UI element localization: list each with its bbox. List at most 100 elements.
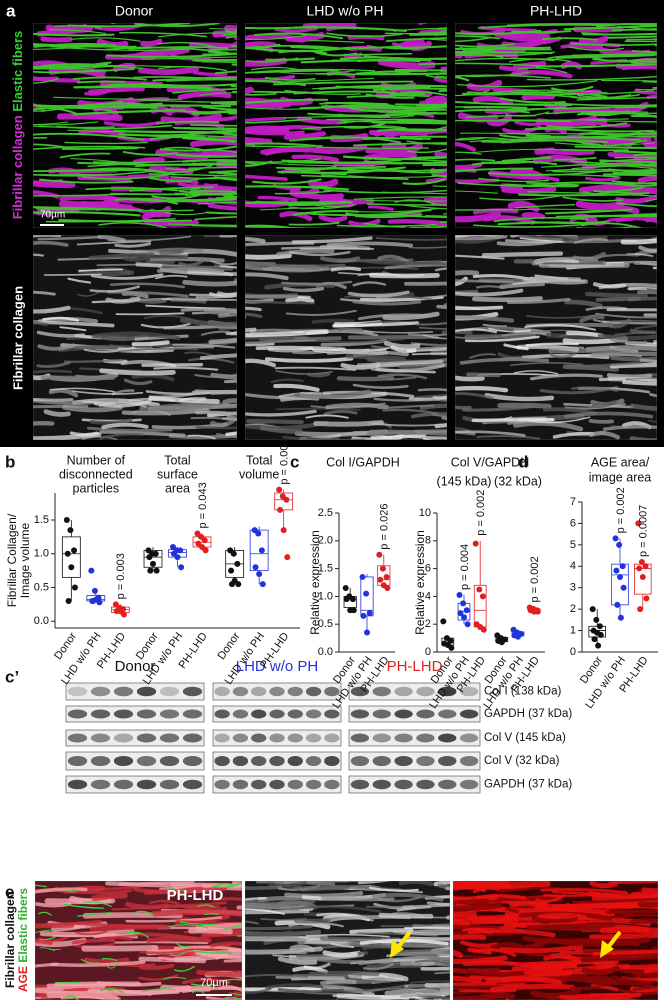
streak [356, 932, 439, 937]
streak [158, 248, 185, 255]
label-part: Elastic fibers [16, 888, 30, 963]
streak [570, 42, 657, 46]
streak [210, 941, 242, 948]
point [440, 618, 447, 625]
streak [418, 31, 447, 34]
streak [422, 164, 447, 166]
streak [151, 909, 242, 917]
streak [209, 27, 237, 30]
streak [40, 36, 73, 43]
row-label: Fibrillar collagen [10, 286, 25, 390]
streak [93, 399, 152, 408]
streak [504, 93, 578, 98]
blot-band [305, 709, 322, 719]
streak [282, 436, 366, 440]
streak [174, 192, 237, 196]
streak [33, 32, 115, 37]
streak [510, 361, 584, 367]
streak [466, 79, 503, 92]
streak [291, 236, 373, 244]
streak [455, 254, 505, 260]
streak [259, 206, 324, 211]
point [258, 547, 265, 554]
streak [432, 395, 447, 402]
blot-band [269, 779, 285, 790]
streak [513, 420, 584, 432]
streak [267, 80, 311, 85]
streak [33, 211, 141, 217]
streak [43, 273, 102, 276]
streak [590, 351, 657, 358]
streak [188, 129, 237, 135]
streak [87, 162, 138, 167]
p-value: p = 0.004 [279, 438, 291, 484]
streak [200, 330, 231, 336]
streak [357, 313, 430, 321]
streak [529, 373, 603, 381]
streak [628, 287, 657, 291]
streak [77, 291, 100, 297]
streak [564, 23, 657, 26]
streak [311, 318, 356, 324]
streak [571, 165, 657, 170]
streak [157, 32, 237, 38]
streak [498, 118, 629, 121]
streak [590, 112, 657, 115]
scale-label: 70µm [200, 977, 228, 989]
blot-band [287, 779, 303, 790]
streak [462, 405, 534, 412]
streak [368, 429, 447, 436]
streak [467, 928, 556, 938]
streak [137, 66, 200, 75]
streak [203, 235, 237, 238]
streak [551, 85, 594, 92]
streak [597, 333, 657, 341]
streak [634, 261, 657, 265]
streak [384, 32, 447, 35]
streak [459, 45, 506, 52]
streak [217, 311, 237, 318]
streak [457, 182, 578, 188]
streak [370, 363, 445, 373]
streak [455, 62, 550, 68]
streak [199, 162, 237, 166]
streak [398, 142, 423, 154]
streak [487, 168, 614, 177]
streak [33, 369, 73, 374]
point [90, 598, 97, 604]
streak [434, 971, 450, 975]
streak [264, 148, 309, 156]
streak [631, 971, 658, 978]
streak [182, 127, 237, 130]
panel-e-label: Fibrillar collagen [3, 892, 17, 988]
streak [287, 160, 366, 164]
blot-band [232, 779, 249, 790]
blot-band [394, 733, 413, 743]
streak [572, 897, 658, 904]
blot-band [214, 733, 230, 743]
streak [245, 174, 288, 181]
blot-strip [65, 682, 205, 701]
streak [177, 182, 219, 189]
streak [650, 378, 657, 381]
blot-row-label: GAPDH (37 kDa) [484, 708, 572, 720]
streak [330, 942, 355, 948]
blot-row-label: Col V (32 kDa) [484, 755, 560, 767]
point [614, 601, 621, 608]
streak [192, 71, 228, 77]
streak [603, 425, 657, 431]
streak [433, 77, 447, 83]
streak [33, 398, 119, 405]
y-tick-label: 1.5 [318, 563, 333, 575]
streak [455, 385, 509, 393]
streak [638, 245, 657, 253]
streak [195, 425, 237, 430]
streak [35, 929, 66, 933]
point [639, 574, 646, 580]
streak [245, 334, 295, 341]
y-tick-label: 1 [570, 624, 576, 636]
streak [201, 105, 237, 111]
p-value: p = 0.0007 [638, 505, 650, 557]
streak [455, 211, 502, 223]
streak [348, 974, 400, 982]
